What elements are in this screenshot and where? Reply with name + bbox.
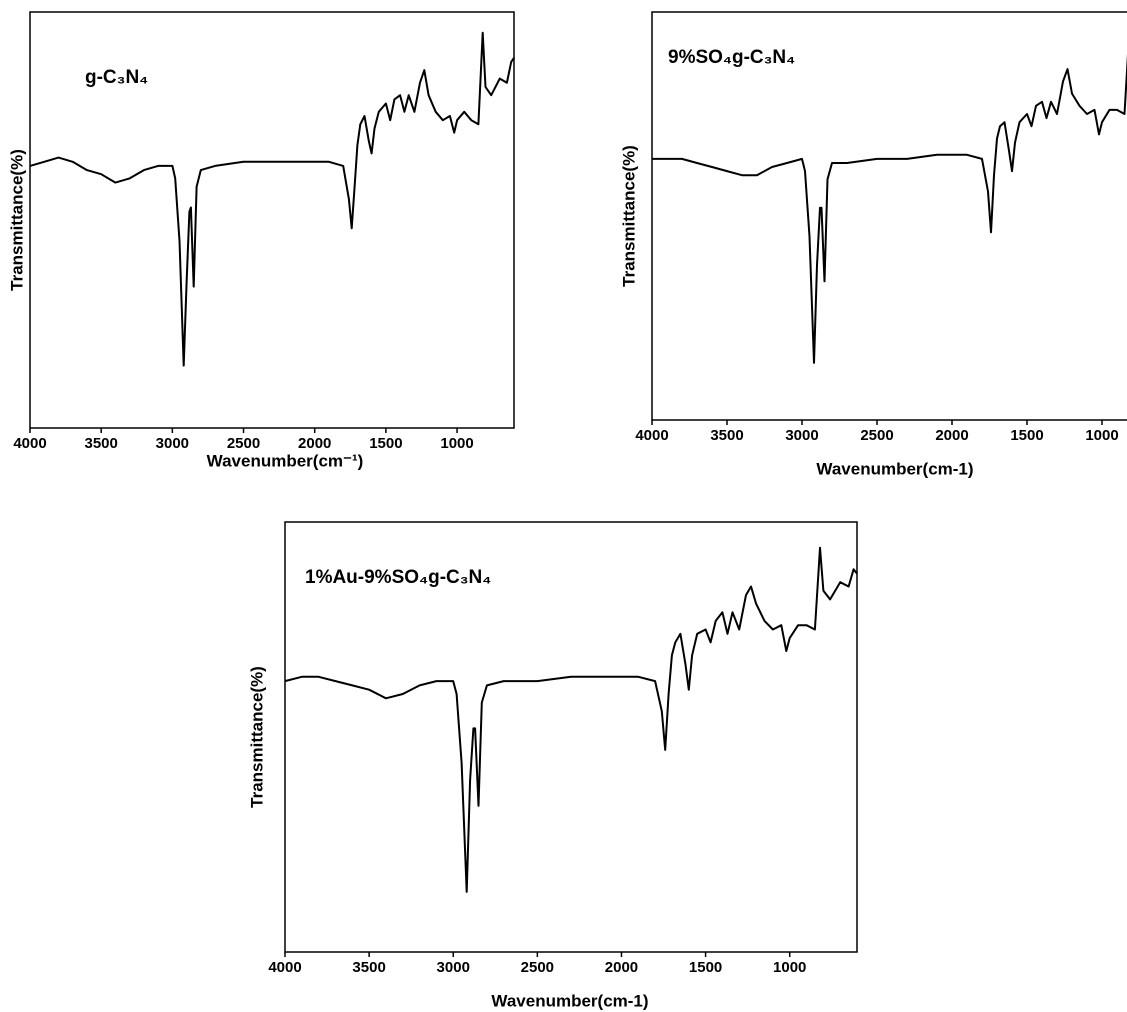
x-tick-label: 1000 <box>773 959 806 976</box>
x-tick-label: 3500 <box>710 427 743 444</box>
annotation: 9%SO₄g-C₃N₄ <box>668 47 795 68</box>
y-axis-label: Transmittance(%) <box>7 149 26 291</box>
spectrum-line <box>284 546 858 893</box>
annotation: 1%Au-9%SO₄g-C₃N₄ <box>305 567 491 588</box>
x-tick-label: 1500 <box>1010 427 1043 444</box>
x-tick-label: 1000 <box>1085 427 1118 444</box>
x-tick-label: 2000 <box>605 959 638 976</box>
x-tick-label: 3000 <box>785 427 818 444</box>
x-axis-label: Wavenumber(cm-1) <box>816 459 973 478</box>
x-tick-label: 2500 <box>860 427 893 444</box>
x-tick-label: 1500 <box>369 435 402 452</box>
x-tick-label: 4000 <box>13 435 46 452</box>
x-tick-label: 3000 <box>156 435 189 452</box>
x-tick-label: 3500 <box>352 959 385 976</box>
y-axis-label: Transmittance(%) <box>619 145 638 287</box>
x-tick-label: 2500 <box>227 435 260 452</box>
plot-frame <box>29 11 515 429</box>
annotation: g-C₃N₄ <box>85 67 148 88</box>
plot-frame <box>651 11 1127 421</box>
spectrum-line <box>29 31 515 367</box>
x-tick-label: 3500 <box>84 435 117 452</box>
x-tick-label: 2000 <box>298 435 331 452</box>
x-tick-label: 1000 <box>440 435 473 452</box>
x-tick-label: 1500 <box>689 959 722 976</box>
x-tick-label: 2000 <box>935 427 968 444</box>
x-axis-label: Wavenumber(cm⁻¹) <box>207 451 364 470</box>
x-tick-label: 3000 <box>437 959 470 976</box>
plot-frame <box>284 521 858 953</box>
x-tick-label: 4000 <box>268 959 301 976</box>
spectrum-line <box>652 53 1127 364</box>
x-tick-label: 4000 <box>635 427 668 444</box>
x-axis-label: Wavenumber(cm-1) <box>491 991 648 1010</box>
y-axis-label: Transmittance(%) <box>247 666 266 808</box>
x-tick-label: 2500 <box>521 959 554 976</box>
